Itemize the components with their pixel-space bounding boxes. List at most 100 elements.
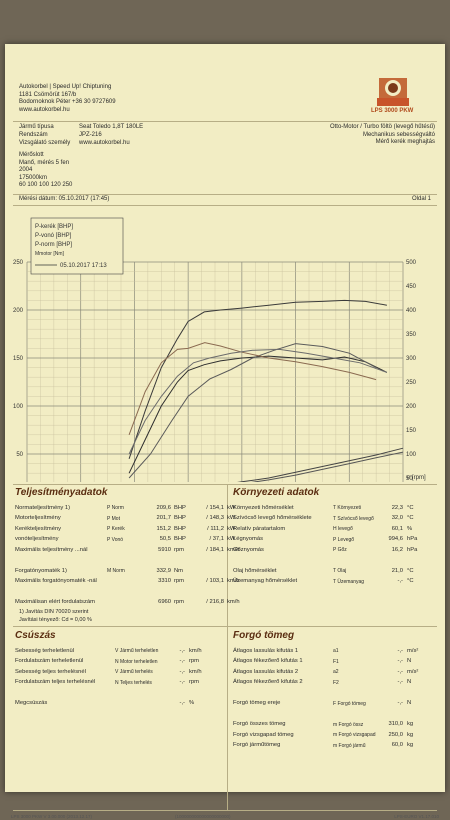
series-line — [128, 343, 377, 479]
performance-row: Normateljesítmény 1) P Norm 209,6 BHP / 154,… — [15, 503, 247, 514]
performance-label: vonóteljesítmény — [15, 536, 59, 543]
power-torque-chart: 0100020003000400050006000700005010015020… — [13, 217, 426, 482]
notes: Mérőslott Manő, mérés 5 fen 2004 175000k… — [19, 152, 72, 190]
mass-sym: m Forgó vizsgapad — [333, 732, 376, 739]
mass-table: Átlagos lassulás kifutás 1 a1 -,- m/s² Átlag… — [233, 646, 429, 751]
performance-sym: P Norm — [107, 505, 124, 512]
note-line: Mérőslott — [19, 152, 44, 158]
mass-v: -,- — [397, 647, 403, 654]
slip-v: -,- — [179, 647, 185, 654]
mass-sym: F Forgó tömeg — [333, 700, 366, 707]
reg-label: Rendszám — [19, 132, 48, 139]
environment-sym: T Szívócső levegő — [333, 515, 374, 522]
mass-sym: a2 — [333, 669, 339, 676]
environment-u: °C — [407, 515, 414, 522]
environment-label: Gőznyomás — [233, 546, 264, 553]
mass-sym: a1 — [333, 648, 339, 655]
mass-title: Forgó tömeg — [233, 630, 295, 641]
performance-row: Kerékteljesítmény P Kerék 151,2 BHP / 111,2 k… — [15, 524, 247, 535]
engine-info: Otto-Motor / Turbo föltö (levegő hűtésű)… — [265, 124, 435, 147]
mass-row: Átlagos fékezőerő kifutás 1 F1 -,- N — [233, 657, 429, 668]
divider — [13, 810, 437, 811]
mass-u: N — [407, 658, 412, 665]
dyno-report-sheet: Autokorbel | Speed Up! Chiptuning 1181 C… — [5, 44, 445, 819]
mass-row: Átlagos fékezőerő kifutás 2 F2 -,- N — [233, 678, 429, 689]
service-value: www.autokorbel.hu — [79, 140, 130, 147]
environment-row: Olaj hőmérséklet T Olaj 21,0 °C — [233, 566, 429, 577]
page-label: Oldal 1 — [411, 196, 431, 202]
environment-label: Légnyomás — [233, 536, 263, 543]
company-line: www.autokorbel.hu — [19, 106, 70, 113]
slip-row — [15, 688, 211, 699]
environment-row: Légnyomás P Levegő 994,6 hPa — [233, 535, 429, 546]
y-right-tick-label: 100 — [406, 452, 417, 458]
performance-label: Normateljesítmény 1) — [15, 504, 71, 511]
environment-row: Szívócső levegő hőmérséklete T Szívócső l… — [233, 514, 429, 525]
environment-label: Üzemanyag hőmérséklet — [233, 578, 298, 585]
environment-title: Környezeti adatok — [233, 487, 320, 498]
environment-sym: T Olaj — [333, 568, 347, 575]
performance-u1: BHP — [174, 504, 186, 511]
performance-v2: / 103,1 — [206, 578, 224, 585]
company-line: Autokorbel | Speed Up! Chiptuning — [19, 84, 112, 90]
divider — [13, 484, 437, 485]
mass-row: Forgó tömeg ereje F Forgó tömeg -,- N — [233, 699, 429, 710]
divider — [13, 626, 437, 627]
legend-item: Mmotor [Nm] — [35, 251, 65, 257]
performance-label: Forgatónyomaték 1) — [15, 567, 67, 574]
slip-u: rpm — [189, 679, 199, 686]
environment-u: °C — [407, 578, 414, 585]
performance-table: Normateljesítmény 1) P Norm 209,6 BHP/ 154,… — [15, 503, 247, 608]
environment-sym: T Üzemanyag — [333, 578, 365, 585]
performance-v1: 151,2 — [156, 525, 171, 532]
performance-title: Teljesítményadatok — [15, 487, 108, 498]
slip-row: Fordulatszám teljes terhelésnél N Teljes … — [15, 678, 211, 689]
environment-row: Gőznyomás P Gőz 16,2 hPa — [233, 545, 429, 556]
slip-label: Megcsúszás — [15, 700, 48, 707]
slip-u: km/h — [189, 668, 202, 675]
service-label: Vizsgálató személy — [19, 140, 71, 147]
reg-value: JPZ-216 — [79, 132, 102, 139]
environment-u: hPa — [407, 546, 418, 553]
slip-label: Sebesség terheletlenül — [15, 647, 74, 654]
mass-u: m/s² — [407, 647, 419, 654]
performance-sym: M Norm — [107, 568, 125, 575]
mass-label: Forgó tömeg ereje — [233, 700, 281, 707]
performance-u1: rpm — [174, 599, 184, 606]
slip-title: Csúszás — [15, 630, 56, 641]
note-line: 60 100 100 120 250 — [19, 182, 73, 188]
performance-u2: kW — [227, 525, 236, 532]
divider — [13, 121, 437, 122]
divider — [13, 205, 437, 206]
environment-sym: T Környezeti — [333, 505, 361, 512]
performance-v2: / 154,1 — [206, 504, 224, 511]
performance-v2: / 216,8 — [206, 599, 224, 606]
divider — [227, 484, 228, 626]
slip-sym: V Jármű terheletlen — [115, 648, 159, 655]
performance-u1: BHP — [174, 525, 186, 532]
slip-sym: N Motor terheletlen — [115, 658, 158, 665]
performance-row: Maximális teljesítmény ...nál 5910 rpm / 18… — [15, 545, 247, 556]
maha-logo — [377, 78, 409, 106]
mass-label: Átlagos fékezőerő kifutás 1 — [233, 658, 303, 665]
performance-label: Maximális teljesítmény ...nál — [15, 546, 88, 553]
performance-row — [15, 587, 247, 598]
mass-row — [233, 688, 429, 699]
performance-u2: km/h — [227, 546, 240, 553]
vehicle-label: Jármű típusa — [19, 124, 54, 131]
mass-u: kg — [407, 742, 414, 749]
mass-v: -,- — [397, 679, 403, 686]
legend-item: P-vonó [BHP] — [35, 233, 72, 239]
performance-sym: P Vonó — [107, 536, 124, 543]
mass-u: N — [407, 700, 412, 707]
environment-sym: P Levegő — [333, 536, 355, 543]
performance-u1: BHP — [174, 515, 186, 522]
vehicle-value: Seat Toledo 1,8T 180LE — [79, 124, 144, 131]
series-line — [128, 348, 388, 455]
performance-v1: 50,5 — [159, 536, 171, 543]
mass-row: Átlagos lassulás kifutás 2 a2 -,- m/s² — [233, 667, 429, 678]
performance-v1: 6960 — [158, 599, 171, 606]
performance-v2: / 184,1 — [206, 546, 224, 553]
mass-v: 250,0 — [388, 731, 403, 738]
slip-u: km/h — [189, 647, 202, 654]
